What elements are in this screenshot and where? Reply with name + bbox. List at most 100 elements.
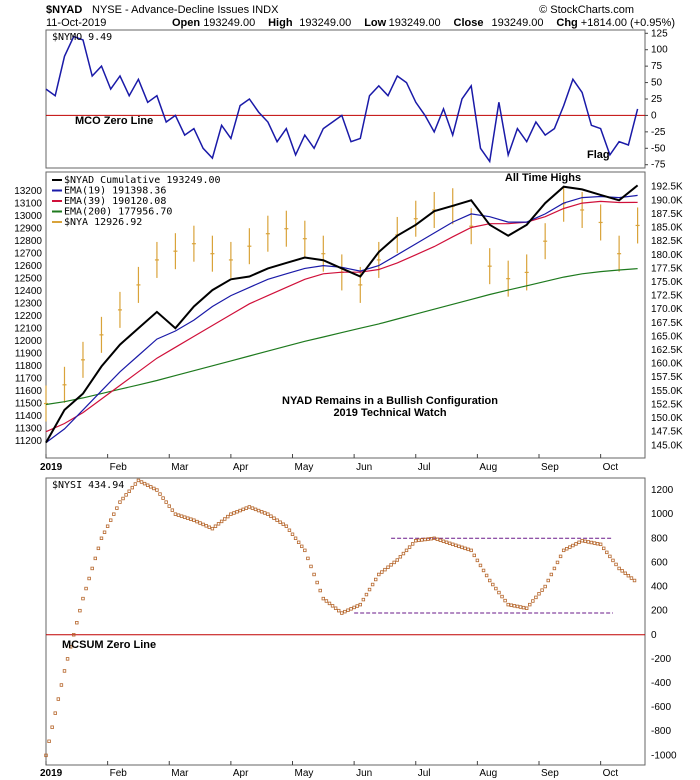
nysi-y-tick: -800 <box>651 726 671 737</box>
nymo-y-tick: 0 <box>651 110 657 121</box>
month-label: Oct <box>603 462 619 473</box>
nysi-point <box>263 511 267 515</box>
nysi-y-tick: -400 <box>651 678 671 689</box>
all-time-highs-label: All Time Highs <box>505 172 581 184</box>
nysi-point <box>229 512 233 516</box>
nysi-point <box>170 508 175 512</box>
nysi-point <box>84 586 88 591</box>
nysi-point <box>608 554 612 559</box>
nysi-point <box>250 506 255 510</box>
nya-y-tick: 12000 <box>14 336 42 347</box>
nysi-point <box>44 753 48 758</box>
nysi-point <box>327 601 332 606</box>
nysi-point <box>472 553 476 558</box>
nysi-point <box>423 537 427 542</box>
nysi-point <box>343 609 347 614</box>
nysi-point <box>407 545 412 549</box>
nysi-point <box>290 532 295 536</box>
nysi-point <box>115 506 119 510</box>
header-open-label: Open <box>172 17 200 29</box>
nysi-point <box>614 562 618 567</box>
nysi-point <box>278 520 282 524</box>
nysi-point <box>386 565 390 569</box>
nysi-point <box>620 569 624 573</box>
nysi-point <box>281 522 285 526</box>
nysi-point <box>235 510 239 514</box>
nya-y-tick: 13200 <box>14 186 42 197</box>
nysi-point <box>632 578 637 583</box>
nysi-point <box>623 571 627 575</box>
nya-y-tick: 12500 <box>14 274 42 285</box>
nysi-point <box>306 556 310 561</box>
nysi-point <box>540 588 544 592</box>
nysi-point <box>475 558 480 563</box>
nysi-point <box>432 536 436 540</box>
nysi-point <box>463 546 467 551</box>
nysi-point <box>272 516 276 520</box>
nya-y-tick: 13000 <box>14 211 42 222</box>
header-low-label: Low <box>364 17 386 29</box>
nya-y-tick: 12700 <box>14 249 42 260</box>
nysi-point <box>355 604 359 608</box>
nysi-point <box>454 543 458 548</box>
nyad-legend-item: EMA(19) 191398.36 <box>64 186 166 197</box>
nysi-point <box>389 563 393 567</box>
nysi-point <box>367 587 372 592</box>
nymo-line <box>45 35 639 164</box>
nysi-point <box>481 568 486 573</box>
bullish-configuration-annotation: NYAD Remains in a Bullish Configuration <box>282 395 498 407</box>
nyad-legend-item: EMA(39) 190120.08 <box>64 196 166 207</box>
nysi-y-tick: -1000 <box>651 750 677 761</box>
nysi-point <box>81 596 85 601</box>
nysi-point <box>629 576 634 580</box>
nysi-point <box>484 573 489 578</box>
month-label-bottom: Jun <box>356 768 372 779</box>
nysi-point <box>333 606 338 610</box>
nysi-point <box>50 725 54 729</box>
month-label: Feb <box>110 462 128 473</box>
nymo-y-tick: -50 <box>651 143 666 154</box>
nymo-y-tick: -25 <box>651 127 666 138</box>
nysi-point <box>515 604 520 609</box>
nysi-y-tick: 1000 <box>651 509 674 520</box>
nyad-y-tick: 187.5K <box>651 209 683 220</box>
nysi-point <box>441 539 446 544</box>
month-label: Apr <box>233 462 249 473</box>
header-date: 11-Oct-2019 <box>46 17 106 29</box>
nysi-point <box>47 739 51 743</box>
nysi-point <box>247 505 252 509</box>
nyad-y-tick: 162.5K <box>651 345 683 356</box>
nysi-point <box>189 517 193 521</box>
nysi-point <box>488 578 492 583</box>
nysi-point <box>494 586 498 591</box>
nysi-point <box>512 604 517 608</box>
nysi-point <box>373 577 378 582</box>
nysi-point <box>96 546 101 551</box>
nysi-point <box>565 547 569 551</box>
nysi-point <box>583 539 587 544</box>
nyad-y-tick: 167.5K <box>651 318 683 329</box>
nya-y-tick: 11800 <box>15 361 43 372</box>
ema200-line <box>45 268 638 406</box>
nysi-point <box>312 572 316 577</box>
nysi-point <box>451 542 455 547</box>
nymo-y-tick: -75 <box>651 160 666 171</box>
nysi-point <box>337 608 341 613</box>
nyad-y-tick: 152.5K <box>651 399 683 410</box>
nya-y-tick: 12400 <box>14 286 42 297</box>
nysi-point <box>309 564 313 569</box>
nyad-y-tick: 192.5K <box>651 182 683 193</box>
nysi-point <box>207 525 212 529</box>
nyad-y-tick: 180.0K <box>651 250 683 261</box>
nysi-point <box>518 605 523 609</box>
nya-y-tick: 12100 <box>14 324 42 335</box>
nysi-point <box>195 519 199 524</box>
nysi-y-tick: 800 <box>651 533 668 544</box>
header-name: NYSE - Advance-Decline Issues INDX <box>92 4 279 16</box>
nysi-point <box>543 584 547 589</box>
nysi-point <box>78 608 82 613</box>
nysi-point <box>429 536 433 541</box>
nysi-point <box>414 539 418 543</box>
nysi-point <box>90 566 94 571</box>
